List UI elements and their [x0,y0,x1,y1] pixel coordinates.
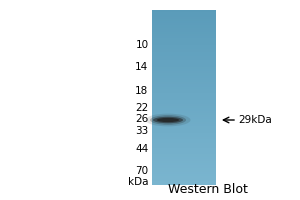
Bar [152,146,216,148]
Text: 18: 18 [135,86,148,96]
Bar [152,122,216,124]
Bar [152,168,216,170]
Bar [152,117,216,119]
Bar [152,126,216,128]
Bar [152,141,216,143]
Bar [152,172,216,174]
Bar [152,178,216,181]
Text: 26: 26 [135,114,148,124]
Ellipse shape [150,115,186,125]
Bar [152,157,216,159]
Bar [152,38,216,41]
Bar [152,104,216,106]
Bar [152,165,216,168]
Bar [152,106,216,108]
Text: 10: 10 [135,40,148,50]
Bar [152,19,216,21]
Bar [152,23,216,25]
Bar [152,80,216,82]
Bar [152,45,216,47]
Bar [152,82,216,84]
Bar [152,128,216,130]
Bar [152,49,216,52]
Bar [152,176,216,178]
Bar [152,21,216,23]
Bar [152,159,216,161]
Bar [152,89,216,91]
Bar [152,69,216,71]
Bar [152,41,216,43]
Bar [152,34,216,36]
Bar [152,32,216,34]
Bar [152,148,216,150]
Bar [152,163,216,165]
Text: Western Blot: Western Blot [168,183,248,196]
Bar [152,91,216,93]
Bar [152,14,216,17]
Bar [152,161,216,163]
Text: 44: 44 [135,144,148,154]
Bar [152,132,216,135]
Bar [152,154,216,157]
Bar [152,17,216,19]
Bar [152,115,216,117]
Bar [152,137,216,139]
Bar [152,84,216,87]
Bar [152,170,216,172]
Text: 70: 70 [135,166,148,176]
Bar [152,183,216,185]
Bar [152,130,216,132]
Bar [152,152,216,154]
Bar [152,28,216,30]
Bar [152,47,216,49]
Bar [152,100,216,102]
Bar [152,111,216,113]
Ellipse shape [157,118,179,122]
Bar [152,174,216,176]
Bar [152,25,216,27]
Bar [152,135,216,137]
Bar [152,54,216,56]
Bar [152,62,216,65]
Bar [152,139,216,141]
Bar [152,108,216,111]
Bar [152,30,216,32]
Text: 29kDa: 29kDa [238,115,272,125]
Bar [152,95,216,98]
Bar [152,12,216,14]
Bar [152,60,216,63]
Bar [152,124,216,126]
Bar [152,98,216,100]
Bar [152,113,216,115]
Bar [152,36,216,38]
Bar [152,78,216,80]
Bar [152,73,216,76]
Bar [152,87,216,89]
Bar [152,56,216,58]
Text: 22: 22 [135,103,148,113]
Bar [152,143,216,146]
Ellipse shape [153,117,183,123]
Bar [152,93,216,95]
Bar [152,71,216,73]
Bar [152,10,216,12]
Text: 14: 14 [135,62,148,72]
Bar [152,119,216,122]
Ellipse shape [146,114,190,126]
Bar [152,58,216,60]
Bar [152,52,216,54]
Bar [152,65,216,67]
Bar [152,181,216,183]
Bar [152,43,216,45]
Text: 33: 33 [135,126,148,136]
Bar [152,150,216,152]
Text: kDa: kDa [128,177,148,187]
Bar [152,76,216,78]
Bar [152,102,216,104]
Bar [152,67,216,69]
